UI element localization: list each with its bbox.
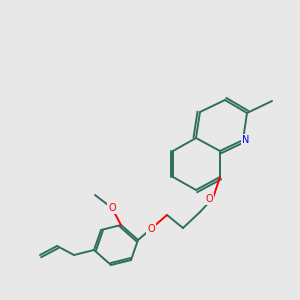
Text: O: O xyxy=(147,224,155,234)
Text: O: O xyxy=(205,194,213,204)
Text: O: O xyxy=(108,203,116,213)
Text: N: N xyxy=(242,135,250,145)
